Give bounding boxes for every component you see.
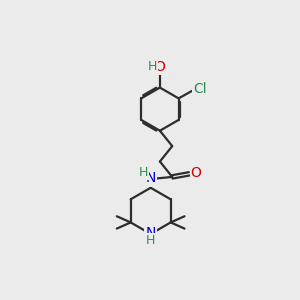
Text: H: H	[146, 234, 155, 248]
Text: H: H	[148, 60, 157, 73]
Text: O: O	[191, 166, 202, 180]
Text: N: N	[146, 172, 156, 185]
Text: N: N	[146, 226, 156, 240]
Text: Cl: Cl	[193, 82, 207, 96]
Text: O: O	[154, 60, 165, 74]
Text: H: H	[139, 166, 148, 179]
